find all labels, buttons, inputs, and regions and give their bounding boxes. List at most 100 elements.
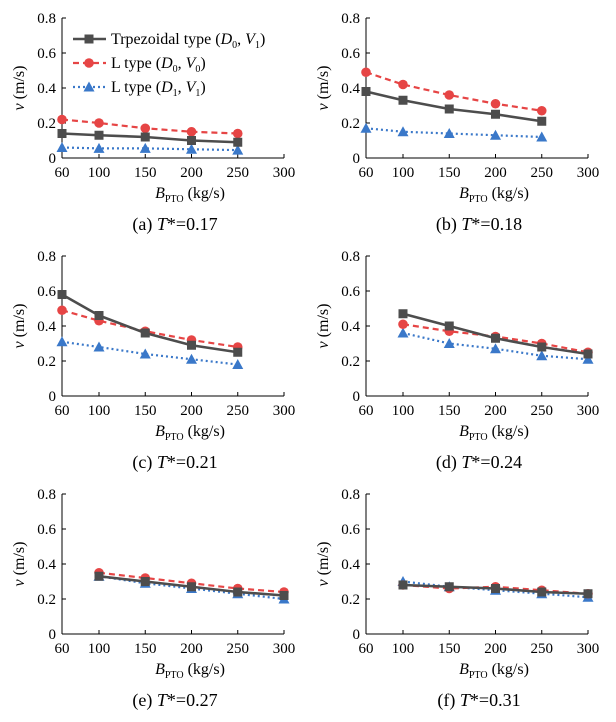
x-tick-label: 100 xyxy=(392,641,415,657)
y-tick-label: 0.4 xyxy=(341,319,360,335)
data-point-trap xyxy=(491,109,500,119)
data-point-trap xyxy=(94,571,104,581)
y-tick-label: 0.4 xyxy=(341,81,360,97)
series-line-l0 xyxy=(61,118,238,135)
legend-label-text: L type ( xyxy=(111,79,161,96)
series-trap xyxy=(361,87,547,126)
series-trap xyxy=(94,571,289,600)
data-point-trap xyxy=(187,582,196,592)
caption-value: *=0.27 xyxy=(167,690,218,710)
data-point-l1 xyxy=(93,142,105,153)
x-axis-label-var: B xyxy=(459,661,469,678)
legend: Trpezoidal type (D0, V1)L type (D0, V0)L… xyxy=(73,31,265,99)
data-point-trap xyxy=(537,342,547,352)
series-l1 xyxy=(360,122,548,142)
caption-var: T xyxy=(461,452,473,472)
data-point-trap xyxy=(491,333,500,343)
x-axis-label-unit: (kg/s) xyxy=(488,661,529,678)
x-tick-label: 60 xyxy=(55,641,70,657)
series-line-l0 xyxy=(365,71,542,112)
legend-close-paren: ) xyxy=(260,31,265,48)
y-tick-label: 0.2 xyxy=(37,116,56,132)
y-tick-label: 0.2 xyxy=(341,354,360,370)
data-point-l1 xyxy=(360,122,372,133)
y-tick-label: 0.4 xyxy=(37,557,56,573)
panel-caption: (c) T*=0.21 xyxy=(132,452,217,473)
y-axis-label: v (m/s) xyxy=(11,542,28,587)
x-tick-label: 150 xyxy=(438,165,461,181)
data-point-l1 xyxy=(536,131,548,142)
x-tick-label: 150 xyxy=(438,641,461,657)
panel-caption: (d) T*=0.24 xyxy=(436,452,522,473)
x-axis-label: BPTO (kg/s) xyxy=(459,423,529,443)
x-axis-label-sub: PTO xyxy=(469,670,488,681)
legend-var-1: D xyxy=(160,79,173,96)
x-tick-label: 60 xyxy=(359,165,374,181)
x-axis-label: BPTO (kg/s) xyxy=(155,185,225,205)
data-point-trap xyxy=(140,328,150,338)
legend-sub-2: 0 xyxy=(195,64,200,75)
data-point-l1 xyxy=(536,350,548,361)
y-tick-label: 0.6 xyxy=(341,284,360,300)
x-axis-label-unit: (kg/s) xyxy=(488,423,529,440)
y-tick-label: 0 xyxy=(353,627,361,643)
data-point-trap xyxy=(140,132,150,142)
caption-value: *=0.21 xyxy=(167,452,218,472)
data-point-l1 xyxy=(56,142,68,152)
panel-caption: (a) T*=0.17 xyxy=(132,214,217,235)
caption-value: *=0.18 xyxy=(471,214,522,234)
data-point-l1 xyxy=(582,353,594,364)
data-point-trap xyxy=(537,116,547,126)
y-axis-label: v (m/s) xyxy=(315,304,332,349)
series-line-l0 xyxy=(61,309,238,349)
legend-label-text: L type ( xyxy=(111,55,161,72)
data-point-trap xyxy=(398,309,408,319)
data-point-l0 xyxy=(186,126,197,137)
caption-var: T xyxy=(157,690,169,710)
data-point-trap xyxy=(583,589,593,599)
y-tick-label: 0.8 xyxy=(37,249,56,265)
y-axis-label-var: v xyxy=(315,578,332,586)
data-point-trap xyxy=(57,290,67,299)
panel-caption: (b) T*=0.18 xyxy=(436,214,522,235)
y-tick-label: 0.2 xyxy=(341,116,360,132)
data-point-trap xyxy=(444,321,454,331)
y-axis-label-unit: (m/s) xyxy=(315,542,332,580)
y-tick-label: 0.2 xyxy=(341,592,360,608)
data-point-l1 xyxy=(397,327,409,338)
legend-marker-l1 xyxy=(83,81,95,92)
data-point-l1 xyxy=(139,142,151,153)
data-point-l1 xyxy=(186,353,197,364)
x-tick-label: 100 xyxy=(88,165,111,181)
y-tick-label: 0.6 xyxy=(37,284,56,300)
x-axis-label-unit: (kg/s) xyxy=(184,423,225,440)
y-axis-label-unit: (m/s) xyxy=(315,304,332,342)
x-axis-label-sub: PTO xyxy=(165,432,184,443)
data-point-l0 xyxy=(398,79,408,90)
x-tick-label: 200 xyxy=(180,641,203,657)
data-point-trap xyxy=(491,584,500,593)
data-point-trap xyxy=(444,104,454,114)
caption-value: *=0.31 xyxy=(470,690,521,710)
legend-close-paren: ) xyxy=(200,55,205,72)
legend-separator: , xyxy=(178,55,186,72)
legend-sub-1: 1 xyxy=(173,88,178,99)
caption-prefix: (a) xyxy=(132,214,156,235)
y-tick-label: 0.2 xyxy=(37,354,56,370)
x-axis-label-var: B xyxy=(459,185,469,202)
data-point-l1 xyxy=(490,343,501,354)
y-axis-label: v (m/s) xyxy=(315,542,332,587)
data-point-l0 xyxy=(57,114,67,125)
data-point-trap xyxy=(583,349,593,359)
y-tick-label: 0.8 xyxy=(37,11,56,27)
x-tick-label: 60 xyxy=(55,403,70,419)
x-axis-label-unit: (kg/s) xyxy=(488,185,529,202)
y-tick-label: 0 xyxy=(353,151,361,167)
data-point-trap xyxy=(94,311,104,320)
series-l1 xyxy=(56,142,244,155)
legend-label-l0: L type (D0, V0) xyxy=(111,55,206,75)
panel-caption: (e) T*=0.27 xyxy=(132,690,217,711)
series-trap xyxy=(398,309,593,359)
data-point-l1 xyxy=(443,338,455,348)
x-axis-label-unit: (kg/s) xyxy=(184,185,225,202)
